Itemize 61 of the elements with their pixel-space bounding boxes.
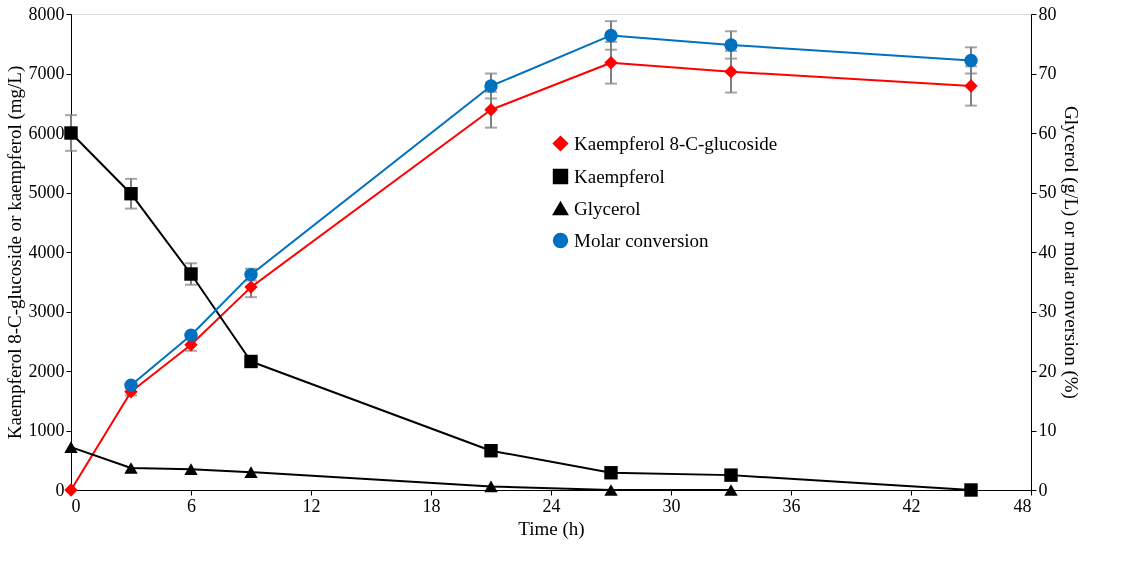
point <box>244 466 258 478</box>
y-tick-label: 0 <box>55 479 65 500</box>
y-tick-label: 2000 <box>28 360 65 381</box>
y-tick-label: 7000 <box>28 63 65 83</box>
point <box>964 79 978 93</box>
x-tick-label: 6 <box>187 495 196 516</box>
point <box>64 483 78 497</box>
point <box>184 328 198 342</box>
point <box>124 378 138 392</box>
point <box>184 463 198 475</box>
y-tick-label: 1000 <box>28 420 65 440</box>
point <box>484 480 498 493</box>
x-axis-title: Time (h) <box>518 517 585 540</box>
y-tick-label: 3000 <box>28 301 65 321</box>
y2-tick-label: 10 <box>1038 420 1057 440</box>
point <box>724 65 738 79</box>
point <box>64 126 78 140</box>
point <box>724 38 738 52</box>
y2-tick-label: 50 <box>1038 182 1057 202</box>
y-tick-label: 6000 <box>28 122 65 143</box>
point <box>604 56 618 70</box>
legend-label: Glycerol <box>574 197 641 219</box>
point <box>604 484 618 496</box>
point <box>184 267 198 281</box>
x-tick-label: 0 <box>71 495 81 516</box>
y2-tick-label: 20 <box>1038 360 1057 381</box>
legend-label: Molar conversion <box>574 229 710 251</box>
y2-tick-label: 40 <box>1038 241 1057 262</box>
point <box>244 354 258 369</box>
point <box>64 441 78 453</box>
point <box>604 466 618 480</box>
point <box>244 280 258 294</box>
y2-tick-label: 30 <box>1038 301 1057 321</box>
y-tick-label: 5000 <box>28 182 65 202</box>
legend-label: Kaempferol 8-C-glucoside <box>574 132 778 154</box>
legend-label: Kaempferol <box>574 165 665 187</box>
y2-tick-label: 70 <box>1038 63 1057 83</box>
x-tick-label: 18 <box>422 495 441 516</box>
y2-axis-title: Glycerol (g/L) or molar onversion (%) <box>1059 106 1082 399</box>
point <box>964 53 978 68</box>
point <box>484 79 498 93</box>
x-tick-label: 48 <box>1013 495 1032 516</box>
x-tick-label: 24 <box>542 495 561 516</box>
x-tick-label: 36 <box>782 495 801 516</box>
y-tick-label: 4000 <box>28 241 65 262</box>
point <box>484 103 498 117</box>
point <box>604 28 618 43</box>
y2-tick-label: 80 <box>1038 3 1057 24</box>
point <box>484 444 498 458</box>
point <box>124 462 138 474</box>
point <box>724 484 738 496</box>
point <box>724 468 738 482</box>
y2-tick-label: 0 <box>1038 479 1048 500</box>
point <box>124 186 138 201</box>
x-tick-label: 42 <box>902 495 921 516</box>
y-axis-title: Kaempferol 8-C-glucoside or kaempferol (mg/L) <box>3 65 26 440</box>
x-tick-label: 30 <box>662 495 681 516</box>
y2-tick-label: 60 <box>1038 122 1057 143</box>
point <box>964 483 978 497</box>
x-tick-label: 12 <box>302 495 321 516</box>
y-tick-label: 8000 <box>28 3 65 24</box>
